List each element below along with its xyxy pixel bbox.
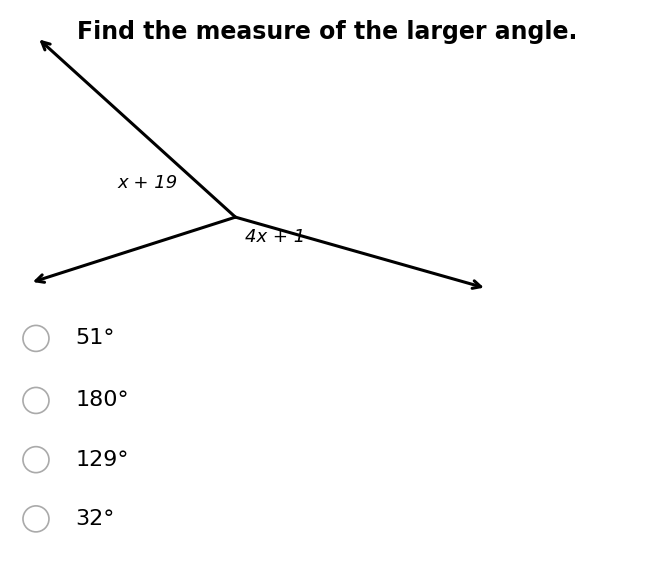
Text: x + 19: x + 19 [117, 174, 177, 192]
Circle shape [23, 387, 49, 413]
Text: 32°: 32° [75, 509, 114, 529]
Text: 4x + 1: 4x + 1 [245, 228, 305, 246]
Circle shape [23, 325, 49, 351]
Text: 51°: 51° [75, 328, 114, 349]
Circle shape [23, 506, 49, 532]
Text: 180°: 180° [75, 390, 129, 411]
Circle shape [23, 447, 49, 473]
Text: Find the measure of the larger angle.: Find the measure of the larger angle. [77, 20, 577, 44]
Text: 129°: 129° [75, 450, 129, 470]
